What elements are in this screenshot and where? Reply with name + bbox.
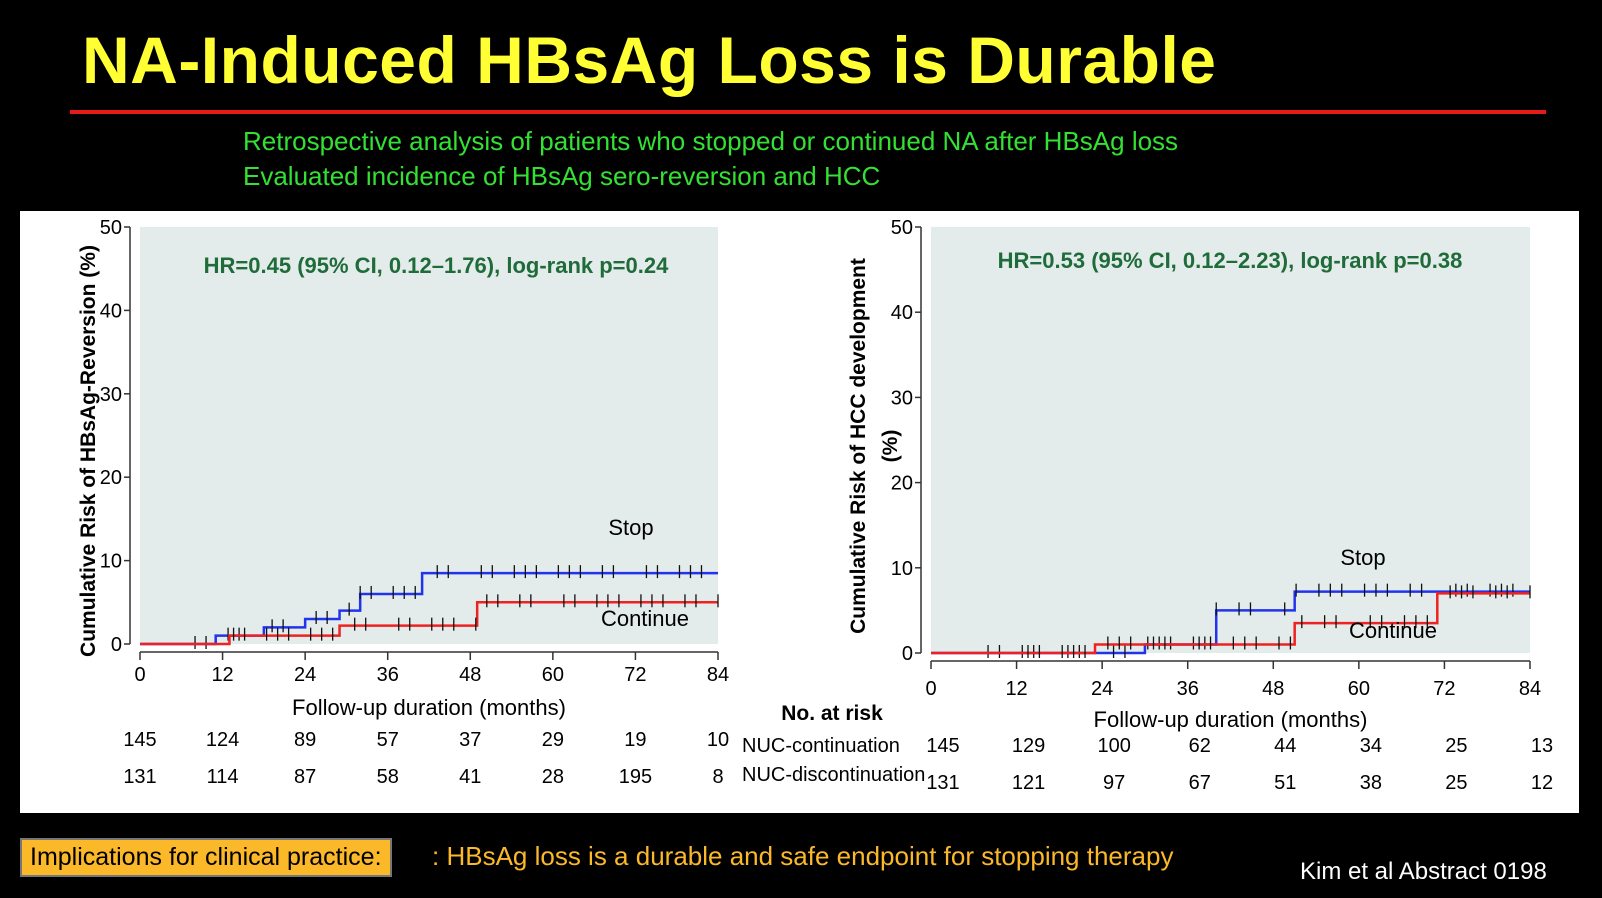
risk-value: 41 [459, 766, 481, 788]
risk-value: 19 [624, 729, 646, 751]
risk-value: 29 [542, 729, 564, 751]
series-label-continue: Continue [601, 606, 689, 631]
risk-value: 114 [207, 766, 239, 788]
x-tick-label: 48 [459, 664, 481, 686]
x-tick-label: 84 [1519, 678, 1541, 700]
subtitle-line-2: Evaluated incidence of HBsAg sero-revers… [243, 161, 881, 191]
risk-value: 34 [1360, 735, 1382, 757]
risk-value: 124 [206, 729, 239, 751]
x-axis-label: Follow-up duration (months) [1094, 707, 1368, 732]
risk-value: 10 [707, 729, 729, 751]
risk-row-name: NUC-discontinuation [742, 764, 925, 786]
x-tick-label: 24 [1091, 678, 1113, 700]
y-tick-label: 0 [111, 634, 122, 656]
y-tick-label: 50 [891, 217, 913, 239]
risk-value: 145 [926, 735, 959, 757]
risk-value: 62 [1189, 735, 1211, 757]
subtitle-line-1: Retrospective analysis of patients who s… [243, 126, 1179, 156]
risk-value: 25 [1445, 772, 1467, 794]
plot-area-2 [931, 227, 1530, 653]
y-tick-label: 10 [891, 558, 913, 580]
y-tick-label: 40 [100, 300, 122, 322]
x-tick-label: 84 [707, 664, 729, 686]
y-tick-label: 20 [891, 473, 913, 495]
risk-value: 25 [1445, 735, 1467, 757]
x-tick-label: 12 [211, 664, 233, 686]
series-label-stop: Stop [1340, 545, 1385, 570]
risk-value: 97 [1103, 772, 1125, 794]
y-tick-label: 20 [100, 467, 122, 489]
y-axis-label: Cumulative Risk of HCC development [847, 258, 870, 634]
risk-value: 195 [619, 766, 652, 788]
charts-svg: 0 10 20 30 40 50 0 12 24 36 48 60 72 84 Follow-up dura… [77, 217, 1553, 794]
plot-area-1 [140, 227, 718, 644]
implications-label: Implications for clinical practice: [20, 838, 392, 877]
risk-value: 37 [459, 729, 481, 751]
y-axis-label: (%) [879, 430, 902, 463]
y-tick-label: 0 [902, 643, 913, 665]
x-tick-label: 60 [1348, 678, 1370, 700]
series-continue-line [931, 592, 1530, 655]
risk-value: 100 [1097, 735, 1130, 757]
hr-annotation: HR=0.53 (95% CI, 0.12–2.23), log-rank p=… [998, 248, 1463, 273]
x-tick-label: 72 [1433, 678, 1455, 700]
risk-value: 13 [1531, 735, 1553, 757]
x-tick-label: 12 [1005, 678, 1027, 700]
risk-value: 131 [926, 772, 959, 794]
y-tick-label: 40 [891, 302, 913, 324]
x-tick-label: 36 [377, 664, 399, 686]
x-tick-label: 0 [925, 678, 936, 700]
risk-value: 87 [294, 766, 316, 788]
risk-value: 131 [123, 766, 156, 788]
series-label-continue: Continue [1349, 618, 1437, 643]
x-axis-label: Follow-up duration (months) [292, 695, 566, 720]
x-tick-label: 0 [134, 664, 145, 686]
risk-value: 38 [1360, 772, 1382, 794]
risk-value: 51 [1274, 772, 1296, 794]
risk-value: 121 [1012, 772, 1045, 794]
risk-value: 44 [1274, 735, 1296, 757]
x-tick-label: 48 [1262, 678, 1284, 700]
risk-value: 57 [377, 729, 399, 751]
x-tick-label: 60 [542, 664, 564, 686]
risk-table-label: No. at risk [781, 702, 883, 725]
chart-panel: 0 10 20 30 40 50 0 12 24 36 48 60 72 84 Follow-up dura… [20, 211, 1579, 813]
y-axis-label: Cumulative Risk of HBsAg-Reversion (%) [77, 245, 100, 657]
y-tick-label: 50 [100, 217, 122, 239]
title-rule [70, 110, 1546, 114]
y-tick-label: 30 [100, 384, 122, 406]
citation: Kim et al Abstract 0198 [1300, 858, 1547, 885]
risk-value: 129 [1012, 735, 1045, 757]
y-tick-label: 30 [891, 387, 913, 409]
series-stop-line [140, 571, 718, 646]
risk-row-name: NUC-continuation [742, 735, 900, 757]
risk-value: 89 [294, 729, 316, 751]
slide-title: NA-Induced HBsAg Loss is Durable [82, 23, 1217, 97]
x-tick-label: 24 [294, 664, 316, 686]
risk-value: 8 [712, 766, 723, 788]
risk-value: 67 [1189, 772, 1211, 794]
risk-value: 145 [123, 729, 156, 751]
risk-value: 58 [377, 766, 399, 788]
x-tick-label: 72 [624, 664, 646, 686]
x-tick-label: 36 [1177, 678, 1199, 700]
risk-value: 28 [542, 766, 564, 788]
risk-value: 12 [1531, 772, 1553, 794]
series-label-stop: Stop [608, 515, 653, 540]
hr-annotation: HR=0.45 (95% CI, 0.12–1.76), log-rank p=… [204, 253, 669, 278]
implications-text: : HBsAg loss is a durable and safe endpo… [432, 841, 1174, 871]
y-tick-label: 10 [100, 551, 122, 573]
series-continue-line [140, 601, 718, 646]
